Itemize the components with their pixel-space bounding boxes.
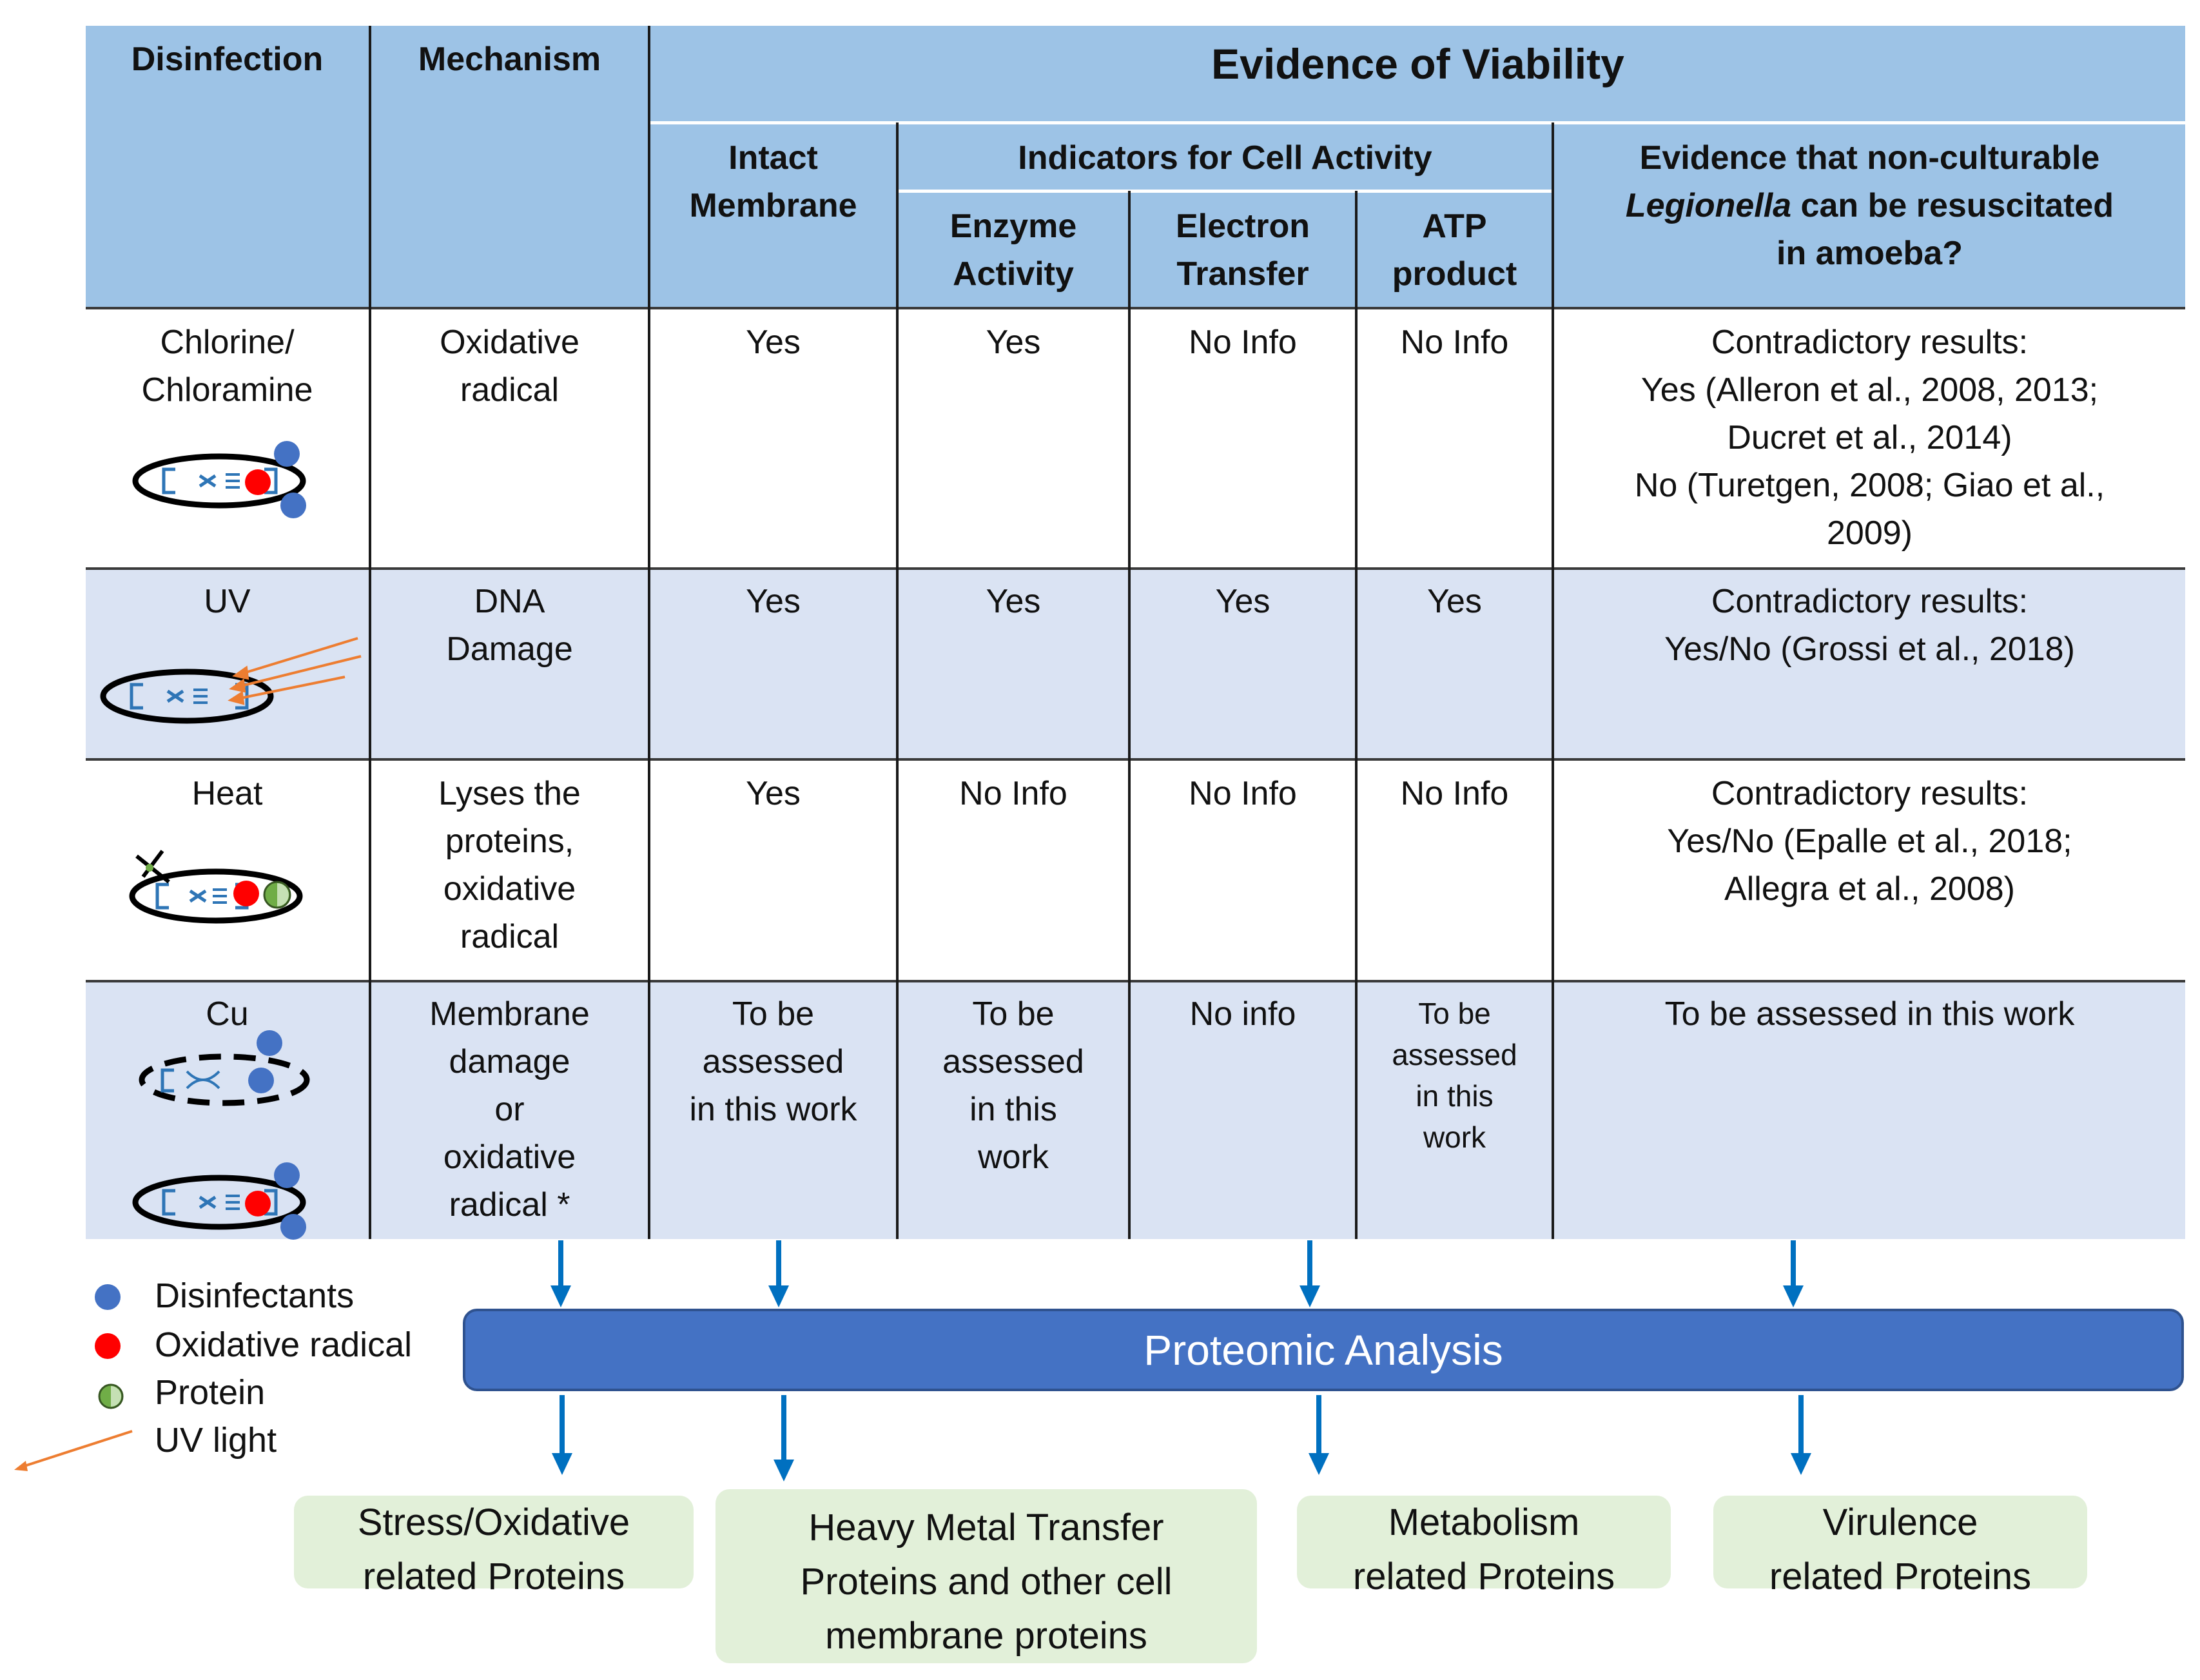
row2-evidence: Contradictory results: Yes/No (Grossi et… — [1664, 583, 2075, 668]
row-uv-background — [86, 569, 2185, 759]
protein-icon — [98, 1383, 124, 1409]
output-metabolism-proteins: Metabolism related Proteins — [1297, 1496, 1671, 1597]
row3-enzyme: No Info — [959, 775, 1067, 812]
col-divider-3 — [896, 122, 899, 1239]
row4-electron: No info — [1189, 995, 1296, 1033]
arrow-down-icon — [552, 1395, 572, 1475]
col-divider-2 — [648, 26, 650, 1239]
bacterium-with-disinfectant-icon — [132, 441, 306, 518]
header-indicators-cell-activity: Indicators for Cell Activity — [1018, 139, 1432, 177]
row2-enzyme: Yes — [986, 583, 1041, 620]
header-atp-product: ATP product — [1392, 208, 1517, 293]
arrow-down-icon — [1309, 1395, 1329, 1475]
header-resuscitation-evidence: Evidence that non-culturable Legionella … — [1625, 139, 2114, 272]
header-divider-1 — [650, 121, 2185, 124]
header-divider-2 — [897, 190, 1553, 193]
output-virulence-proteins: Virulence related Proteins — [1713, 1496, 2087, 1597]
col-divider-5 — [1355, 191, 1358, 1239]
row2-disinfection: UV — [204, 583, 251, 620]
header-mechanism: Mechanism — [418, 41, 601, 78]
arrow-down-icon — [1300, 1240, 1320, 1307]
row3-evidence: Contradictory results: Yes/No (Epalle et… — [1667, 775, 2072, 908]
legionella-italic: Legionella — [1625, 187, 1792, 224]
output-stress-oxidative-proteins: Stress/Oxidative related Proteins — [294, 1496, 694, 1597]
legend-uv-light: UV light — [155, 1421, 277, 1460]
row2-atp: Yes — [1427, 583, 1482, 620]
col-divider-1 — [369, 26, 371, 1239]
arrow-down-icon — [550, 1240, 571, 1307]
row1-atp: No Info — [1400, 324, 1509, 361]
row3-mechanism: Lyses the proteins, oxidative radical — [438, 775, 581, 955]
row1-electron: No Info — [1189, 324, 1297, 361]
row-divider-2 — [86, 758, 2185, 761]
legend-disinfectants: Disinfectants — [155, 1276, 355, 1315]
header-electron-transfer: Electron Transfer — [1175, 208, 1310, 293]
row4-intact: To be assessed in this work — [689, 995, 857, 1128]
row1-enzyme: Yes — [986, 324, 1041, 361]
row2-electron: Yes — [1215, 583, 1270, 620]
row3-intact: Yes — [746, 775, 801, 812]
arrow-down-icon — [1791, 1395, 1811, 1475]
header-disinfection: Disinfection — [131, 41, 324, 78]
legend-protein: Protein — [155, 1373, 266, 1412]
row4-evidence: To be assessed in this work — [1664, 995, 2075, 1033]
output-heavy-metal-proteins: Heavy Metal Transfer Proteins and other … — [715, 1489, 1257, 1663]
row-cu-background — [86, 981, 2185, 1239]
row2-intact: Yes — [746, 583, 801, 620]
row3-disinfection: Heat — [191, 775, 263, 812]
row2-mechanism: DNA Damage — [446, 583, 573, 668]
uv-light-arrow-icon — [14, 1430, 133, 1471]
proteomic-analysis-bar: Proteomic Analysis — [463, 1309, 2184, 1391]
header-intact-membrane: Intact Membrane — [689, 139, 857, 224]
bacterium-copper-icon — [132, 1030, 310, 1240]
header-evidence-of-viability: Evidence of Viability — [1211, 40, 1624, 88]
row1-evidence: Contradictory results: Yes (Alleron et a… — [1634, 324, 2105, 552]
arrow-down-icon — [1783, 1240, 1804, 1307]
oxidative-radical-dot-icon — [95, 1333, 121, 1359]
row-divider-3 — [86, 980, 2185, 982]
bacterium-uv-icon — [100, 637, 362, 724]
bacterium-heat-icon — [129, 850, 303, 924]
row1-intact: Yes — [746, 324, 801, 361]
col-divider-6 — [1552, 122, 1554, 1239]
row-divider-1 — [86, 567, 2185, 570]
row4-mechanism: Membrane damage or oxidative radical * — [429, 995, 590, 1224]
row1-mechanism: Oxidative radical — [440, 324, 579, 409]
row3-electron: No Info — [1189, 775, 1297, 812]
row4-enzyme: To be assessed in this work — [942, 995, 1084, 1176]
arrow-down-icon — [774, 1395, 794, 1481]
legend-oxidative-radical: Oxidative radical — [155, 1325, 413, 1364]
header-enzyme-activity: Enzyme Activity — [949, 208, 1077, 293]
col-divider-4 — [1128, 191, 1131, 1239]
row4-disinfection: Cu — [206, 995, 249, 1033]
row1-disinfection: Chlorine/ Chloramine — [141, 324, 313, 409]
row-divider-header — [86, 307, 2185, 309]
row4-atp: To be assessed in this work — [1392, 997, 1517, 1154]
arrow-down-icon — [768, 1240, 789, 1307]
row3-atp: No Info — [1400, 775, 1509, 812]
table-header-background — [86, 26, 2185, 308]
disinfectant-dot-icon — [95, 1284, 121, 1310]
